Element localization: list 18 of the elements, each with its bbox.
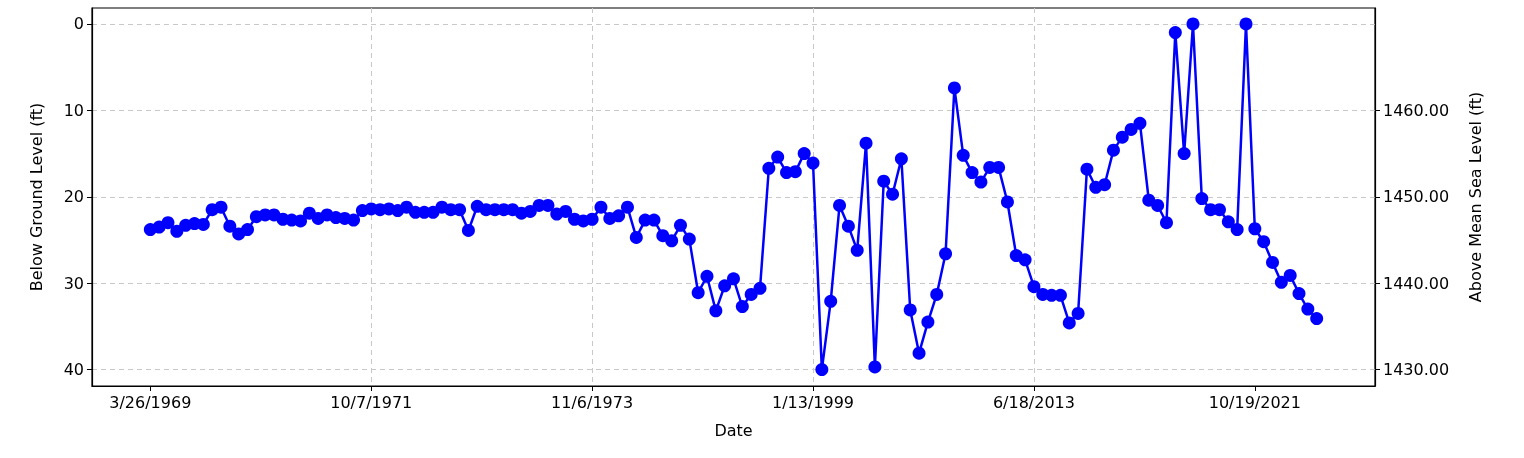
y-tick-label: 0 <box>73 14 84 34</box>
x-axis-title: Date <box>714 420 753 440</box>
y2-axis-title: Above Mean Sea Level (ft) <box>1465 91 1485 303</box>
y-tick-label: 10 <box>63 100 84 120</box>
x-tick-label: 6/18/2013 <box>992 392 1075 412</box>
y2-tick-label: 1460.00 <box>1383 100 1450 120</box>
y-tick-label: 40 <box>63 360 84 380</box>
y-axis-title: Below Ground Level (ft) <box>26 102 46 292</box>
y2-tick-label: 1450.00 <box>1383 187 1450 207</box>
y2-tick-label: 1440.00 <box>1383 273 1450 293</box>
y-tick-label: 30 <box>63 273 84 293</box>
x-tick-label: 1/13/1999 <box>772 392 855 412</box>
x-tick-label: 3/26/1969 <box>109 392 192 412</box>
x-tick-label: 11/6/1973 <box>551 392 634 412</box>
x-tick-label: 10/19/2021 <box>1208 392 1301 412</box>
x-tick-label: 10/7/1971 <box>330 392 413 412</box>
y2-tick-label: 1430.00 <box>1383 360 1450 380</box>
y-tick-label: 20 <box>63 187 84 207</box>
